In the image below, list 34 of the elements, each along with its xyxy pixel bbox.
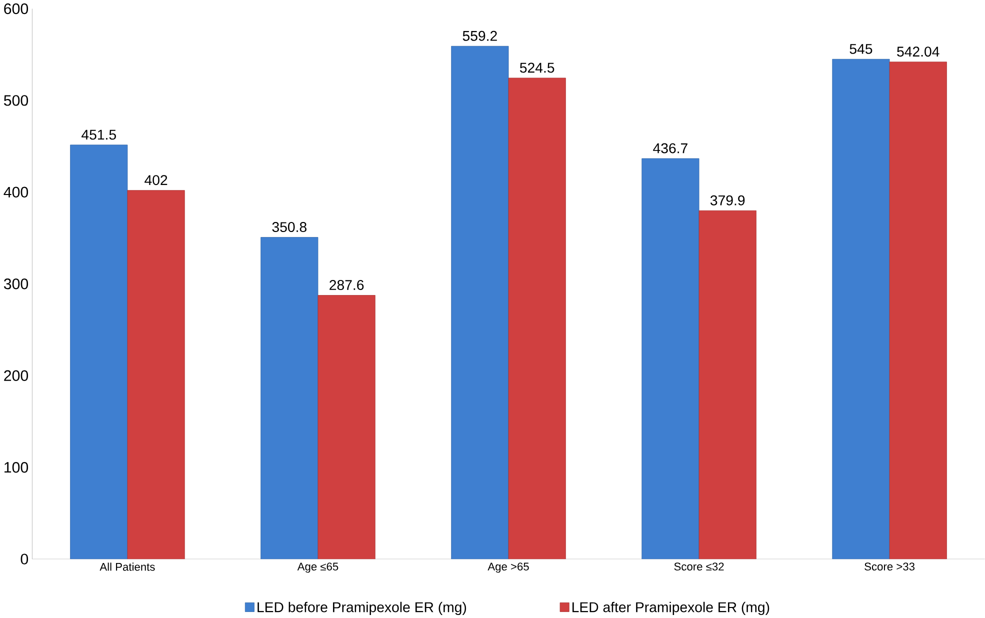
y-tick-label: 100 xyxy=(4,462,28,473)
legend-label: LED before Pramipexole ER (mg) xyxy=(258,602,466,616)
bar xyxy=(318,295,376,560)
y-tick-label: 500 xyxy=(4,95,28,106)
bar xyxy=(260,237,318,560)
x-tick-label: Score ≤32 xyxy=(674,562,724,571)
x-tick-label: All Patients xyxy=(100,562,155,571)
y-tick-label: 0 xyxy=(20,554,28,565)
bar xyxy=(642,158,700,560)
data-label: 379.9 xyxy=(710,196,745,206)
bar xyxy=(698,210,756,560)
data-label: 545 xyxy=(850,44,872,54)
data-label: 350.8 xyxy=(272,222,306,232)
y-tick-label: 600 xyxy=(4,4,28,14)
legend-label: LED after Pramipexole ER (mg) xyxy=(572,602,770,616)
data-label: 402 xyxy=(144,175,168,186)
bar xyxy=(451,46,509,560)
data-label: 559.2 xyxy=(462,31,497,42)
data-label: 542.04 xyxy=(897,46,940,57)
data-label: 287.6 xyxy=(330,280,364,290)
bar xyxy=(70,144,128,560)
x-tick-label: Age >65 xyxy=(488,562,529,573)
bar xyxy=(508,78,566,560)
y-tick-label: 200 xyxy=(4,370,28,382)
bar xyxy=(127,190,185,560)
bar xyxy=(832,59,890,560)
data-label: 451.5 xyxy=(82,130,116,140)
data-label: 524.5 xyxy=(520,62,554,73)
x-tick-label: Age ≤65 xyxy=(297,562,338,573)
y-tick-label: 400 xyxy=(4,186,28,198)
y-tick-label: 300 xyxy=(4,278,28,290)
bar xyxy=(889,62,947,560)
data-label: 436.7 xyxy=(653,143,688,154)
x-tick-label: Score >33 xyxy=(864,562,914,571)
